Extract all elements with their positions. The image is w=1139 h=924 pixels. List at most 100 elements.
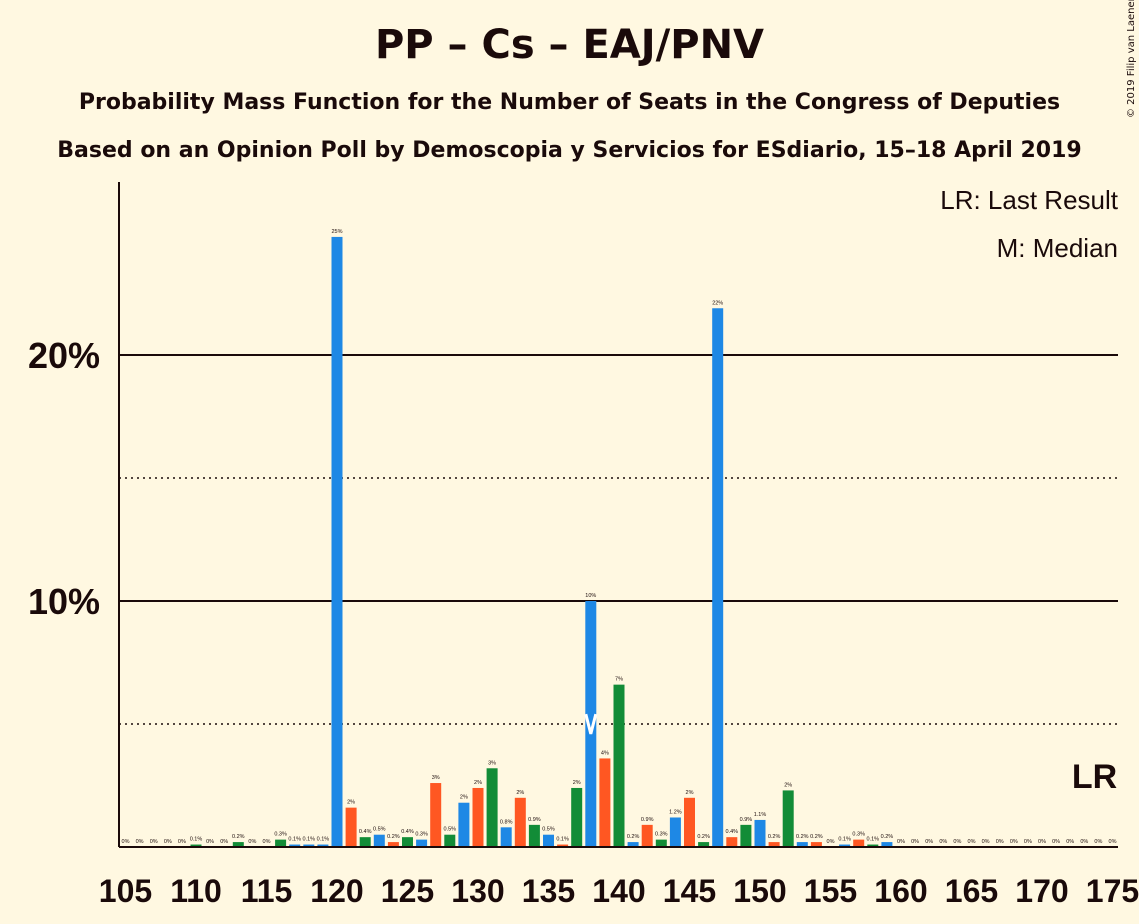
bar-label: 0% <box>248 839 256 845</box>
bar-label: 2% <box>460 795 468 801</box>
bar-seat-134 <box>528 824 540 847</box>
bar-seat-154 <box>810 842 822 847</box>
chart-subtitle-2: Based on an Opinion Poll by Demoscopia y… <box>57 138 1082 163</box>
bar-label: 0% <box>982 839 990 845</box>
x-tick-label: 150 <box>733 873 786 909</box>
bar-seat-139 <box>599 758 611 847</box>
bar-label: 0% <box>1080 839 1088 845</box>
x-tick-label: 135 <box>522 873 575 909</box>
bar-label: 0.1% <box>867 837 880 843</box>
legend-median: M: Median <box>997 233 1118 263</box>
bar-seat-151 <box>768 842 780 847</box>
bar-seat-156 <box>839 844 851 847</box>
bar-label: 0% <box>150 839 158 845</box>
bar-seat-136 <box>557 844 569 847</box>
bar-seat-121 <box>345 807 357 847</box>
bar-label: 0.1% <box>303 837 316 843</box>
bar-seat-141 <box>627 842 639 847</box>
bar-label: 0.5% <box>444 827 457 833</box>
bar-label: 0% <box>911 839 919 845</box>
x-tick-label: 115 <box>241 873 293 909</box>
bar-seat-118 <box>303 844 315 847</box>
bar-seat-131 <box>486 768 498 847</box>
x-tick-label: 130 <box>451 873 504 909</box>
bar-label: 2% <box>347 800 355 806</box>
bar-label: 0% <box>1010 839 1018 845</box>
bar-label: 0% <box>897 839 905 845</box>
x-tick-label: 110 <box>170 873 222 909</box>
bar-label: 0.1% <box>556 837 569 843</box>
bar-seat-123 <box>373 834 385 847</box>
bar-label: 0.2% <box>810 834 823 840</box>
bar-label: 0.3% <box>415 832 428 838</box>
last-result-marker: LR <box>1072 758 1117 796</box>
bar-seat-113 <box>232 842 244 847</box>
x-tick-label: 160 <box>874 873 927 909</box>
bar-seat-146 <box>698 842 710 847</box>
bar-label: 0% <box>1094 839 1102 845</box>
x-tick-label: 125 <box>381 873 434 909</box>
bar-label: 0% <box>925 839 933 845</box>
bar-seat-133 <box>514 797 526 847</box>
bar-label: 0.1% <box>838 837 851 843</box>
bar-label: 0.2% <box>796 834 809 840</box>
bar-seat-159 <box>881 842 893 847</box>
chart-subtitle-1: Probability Mass Function for the Number… <box>78 90 1061 115</box>
bar-seat-137 <box>571 787 583 847</box>
bar-label: 0% <box>122 839 130 845</box>
bar-label: 0.5% <box>373 827 386 833</box>
bar-seat-152 <box>782 790 794 847</box>
bar-seat-140 <box>613 684 625 847</box>
bar-seat-110 <box>190 844 202 847</box>
bar-seat-122 <box>359 837 371 847</box>
bar-label: 0% <box>1024 839 1032 845</box>
bar-label: 0.4% <box>359 829 372 835</box>
bar-label: 0.2% <box>387 834 400 840</box>
bar-label: 2% <box>516 790 524 796</box>
bar-labels-group: 0% 0% 0% 0% 0% 0.1% 0% 0%0.2%0% 0%0.3%0.1% 0.1% 0.… <box>122 229 1117 845</box>
x-tick-label: 145 <box>663 873 716 909</box>
x-tick-label: 105 <box>99 873 152 909</box>
bar-label: 2% <box>573 780 581 786</box>
chart-title: PP – Cs – EAJ/PNV <box>374 22 765 68</box>
bar-seat-144 <box>669 817 681 847</box>
bar-seat-120 <box>331 236 343 848</box>
bar-seat-153 <box>796 842 808 847</box>
bar-label: 3% <box>488 760 496 766</box>
bar-seat-149 <box>740 824 752 847</box>
bar-label: 3% <box>432 775 440 781</box>
bar-label: 0% <box>263 839 271 845</box>
bar-label: 0% <box>996 839 1004 845</box>
bar-label: 4% <box>601 750 609 756</box>
bar-label: 0.3% <box>852 832 865 838</box>
bar-label: 2% <box>686 790 694 796</box>
bar-label: 0.1% <box>288 837 301 843</box>
median-marker <box>584 713 598 735</box>
bar-seat-132 <box>500 827 512 847</box>
bar-label: 0.3% <box>655 832 668 838</box>
bar-label: 0% <box>1066 839 1074 845</box>
bar-seat-138 <box>585 601 597 847</box>
bar-label: 2% <box>784 782 792 788</box>
bar-seat-147 <box>712 308 724 847</box>
bar-seat-130 <box>472 787 484 847</box>
bar-seat-157 <box>853 839 865 847</box>
bar-label: 0.3% <box>274 832 287 838</box>
bar-seat-116 <box>275 839 287 847</box>
bar-label: 0% <box>1038 839 1046 845</box>
bar-label: 0% <box>1052 839 1060 845</box>
bar-label: 0.9% <box>528 817 541 823</box>
bar-label: 0.8% <box>500 819 513 825</box>
x-tick-label: 140 <box>592 873 645 909</box>
bar-label: 0% <box>136 839 144 845</box>
bar-label: 0% <box>178 839 186 845</box>
bar-label: 0.9% <box>740 817 753 823</box>
x-tick-label: 155 <box>804 873 857 909</box>
bar-label: 0% <box>953 839 961 845</box>
y-tick-label: 10% <box>28 581 100 622</box>
bar-label: 0.4% <box>726 829 739 835</box>
bar-label: 0% <box>968 839 976 845</box>
bar-label: 0.9% <box>641 817 654 823</box>
bar-seat-127 <box>430 783 442 847</box>
legend-last-result: LR: Last Result <box>940 185 1119 215</box>
